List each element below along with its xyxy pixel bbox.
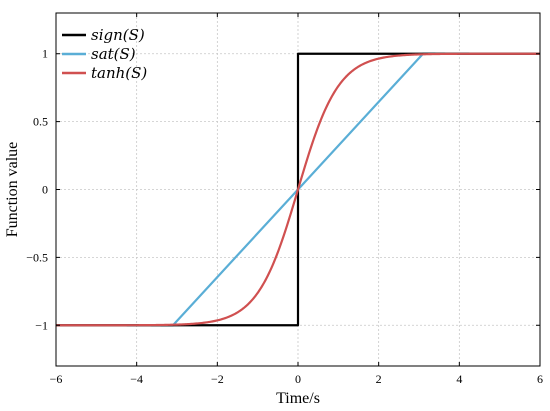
x-tick-label: 4 xyxy=(456,372,462,386)
y-tick-label: −1 xyxy=(35,318,48,332)
y-axis-label: Function value xyxy=(4,142,21,238)
x-tick-label: 6 xyxy=(537,372,543,386)
x-axis-label: Time/s xyxy=(276,390,320,407)
ticks: −6 −4 −2 0 2 4 6 −1 −0.5 0 0.5 1 xyxy=(26,13,543,386)
x-tick-label: −6 xyxy=(50,372,63,386)
legend-label-signs: sign(S) xyxy=(91,26,145,44)
y-tick-label: −0.5 xyxy=(26,250,48,264)
x-tick-label: −2 xyxy=(211,372,224,386)
series-line-tanhs xyxy=(56,52,540,327)
legend: sign(S)sat(S)tanh(S) xyxy=(62,26,147,82)
y-tick-label: 0 xyxy=(42,183,48,197)
x-tick-label: 2 xyxy=(376,372,382,386)
legend-label-tanhs: tanh(S) xyxy=(91,64,147,82)
y-tick-label: 1 xyxy=(42,47,48,61)
x-tick-label: 0 xyxy=(295,372,301,386)
y-tick-label: 0.5 xyxy=(33,115,48,129)
x-tick-label: −4 xyxy=(130,372,143,386)
legend-label-sats: sat(S) xyxy=(91,45,136,63)
series-layer xyxy=(56,52,540,327)
